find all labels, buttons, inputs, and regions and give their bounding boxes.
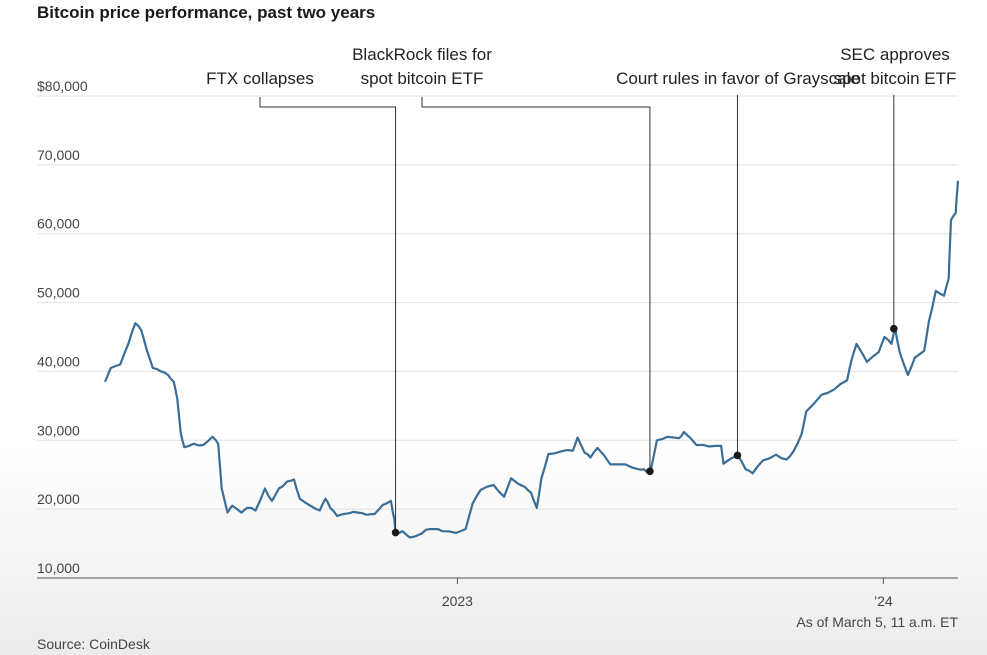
annotation-label-3-line-1: Court rules in favor of Grayscale xyxy=(616,69,860,88)
price-series-line xyxy=(103,180,960,539)
y-tick-label-70000: 70,000 xyxy=(37,147,80,163)
annotation-leader-1 xyxy=(259,97,397,533)
as-of-note: As of March 5, 11 a.m. ET xyxy=(796,614,958,630)
annotation-marker-1 xyxy=(391,528,400,537)
series-layer xyxy=(103,180,960,539)
annotation-leader-2 xyxy=(421,97,651,472)
y-tick-label-80000: $80,000 xyxy=(37,78,88,94)
annotation-marker-2 xyxy=(646,467,654,476)
y-axis-labels: $80,000 70,000 60,000 50,000 40,000 30,000 20,… xyxy=(37,78,88,576)
annotation-marker-4 xyxy=(890,324,898,333)
y-tick-label-40000: 40,000 xyxy=(37,353,80,369)
annotation-label-2-line-1: BlackRock files for xyxy=(352,45,492,64)
x-axis-ticks: 2023 ’24 xyxy=(442,578,893,609)
y-tick-label-20000: 20,000 xyxy=(37,491,80,507)
y-tick-label-10000: 10,000 xyxy=(37,560,80,576)
source-note: Source: CoinDesk xyxy=(37,636,151,652)
annotation-marker-3 xyxy=(733,451,742,460)
annotation-label-2-line-2: spot bitcoin ETF xyxy=(361,69,484,88)
y-tick-label-30000: 30,000 xyxy=(37,422,80,438)
y-tick-label-50000: 50,000 xyxy=(37,285,80,301)
y-tick-label-60000: 60,000 xyxy=(37,216,80,232)
annotation-label-1-line-1: FTX collapses xyxy=(206,69,314,88)
grid-layer xyxy=(37,95,958,579)
x-tick-label-2023-01-01: 2023 xyxy=(442,593,473,609)
annotation-label-4-line-2: spot bitcoin ETF xyxy=(834,69,957,88)
annotation-label-4-line-1: SEC approves xyxy=(840,45,950,64)
chart-title: Bitcoin price performance, past two year… xyxy=(37,3,375,22)
x-tick-label-2024-01-01: ’24 xyxy=(874,593,893,609)
annotation-layer: FTX collapses BlackRock files for spot bit… xyxy=(206,45,957,537)
